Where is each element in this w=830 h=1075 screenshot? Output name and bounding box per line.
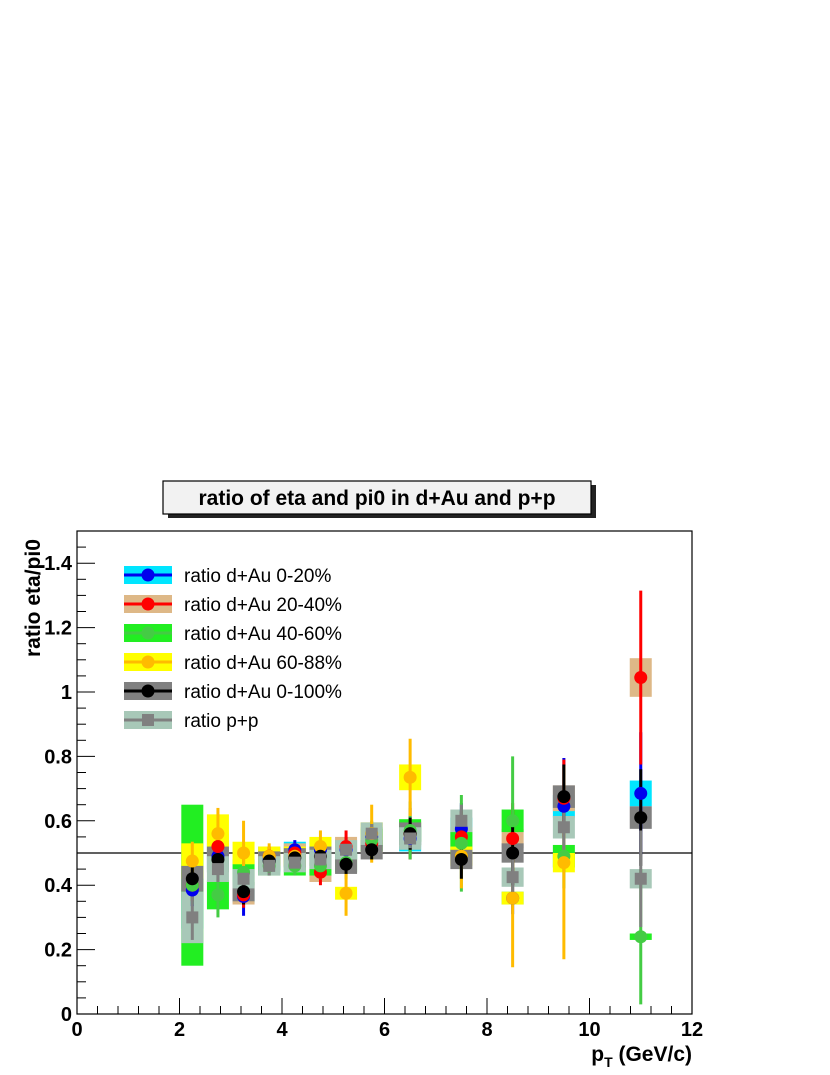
y-tick-label: 0.4 <box>44 875 73 897</box>
data-point <box>634 872 647 885</box>
data-point <box>340 843 353 856</box>
x-tick-label: 6 <box>379 1019 390 1041</box>
y-tick-label: 0 <box>61 1004 72 1026</box>
x-tick-label: 4 <box>276 1019 288 1041</box>
data-point <box>634 811 648 825</box>
data-point <box>506 891 520 905</box>
systematic-bands <box>181 658 652 966</box>
y-tick-label: 1 <box>61 682 72 704</box>
data-point <box>211 863 224 876</box>
legend-marker <box>141 597 155 611</box>
x-tick-label: 12 <box>681 1019 703 1041</box>
data-point <box>211 888 225 902</box>
data-point <box>506 846 520 860</box>
data-point <box>313 840 327 854</box>
data-point <box>557 790 571 804</box>
data-point <box>314 853 327 866</box>
legend: ratio d+Au 0-20% ratio d+Au 20-40% ratio d… <box>124 566 342 732</box>
data-point <box>634 786 648 800</box>
data-point <box>454 852 468 866</box>
x-tick-label: 10 <box>578 1019 600 1041</box>
data-point <box>506 871 519 884</box>
data-point <box>506 832 520 846</box>
data-point <box>237 872 250 885</box>
x-tick-label: 2 <box>174 1019 185 1041</box>
data-point <box>339 857 353 871</box>
data-point <box>506 814 520 828</box>
data-point <box>455 814 468 827</box>
chart-title-box: ratio of eta and pi0 in d+Au and p+p <box>162 480 596 518</box>
data-point <box>211 840 225 854</box>
data-markers <box>185 671 648 944</box>
legend-marker <box>141 626 155 640</box>
legend-marker <box>141 568 155 582</box>
data-point <box>185 872 199 886</box>
legend-marker <box>141 655 155 669</box>
data-point <box>454 836 468 850</box>
legend-label: ratio d+Au 0-20% <box>184 566 331 587</box>
y-tick-labels: 0 0.2 0.4 0.6 0.8 1 1.2 1.4 <box>44 553 73 1026</box>
legend-marker <box>141 684 155 698</box>
data-point <box>263 859 276 872</box>
data-point <box>634 930 648 944</box>
data-point <box>339 886 353 900</box>
legend-label: ratio d+Au 0-100% <box>184 682 342 703</box>
data-point <box>557 856 571 870</box>
title-box-frame <box>162 480 592 515</box>
legend-label: ratio d+Au 60-88% <box>184 653 342 674</box>
y-tick-label: 1.2 <box>44 618 72 640</box>
data-point <box>211 827 225 841</box>
x-tick-labels: 0 2 4 6 8 10 12 <box>71 1019 703 1041</box>
y-tick-label: 0.8 <box>44 746 72 768</box>
data-point <box>211 852 225 866</box>
x-tick-label: 8 <box>481 1019 492 1041</box>
x-tick-label: 0 <box>71 1019 82 1041</box>
data-point <box>365 827 378 840</box>
data-point <box>185 854 199 868</box>
x-axis-title-sub: T <box>604 1054 613 1070</box>
legend-marker <box>142 714 154 726</box>
data-point <box>186 911 199 924</box>
data-point <box>237 846 251 860</box>
y-tick-label: 1.4 <box>44 553 73 575</box>
y-tick-label: 0.2 <box>44 940 72 962</box>
legend-label: ratio p+p <box>184 711 258 732</box>
x-axis-title-p: p <box>591 1043 604 1066</box>
data-point <box>288 856 301 869</box>
data-point <box>365 843 379 857</box>
legend-label: ratio d+Au 40-60% <box>184 624 342 645</box>
x-axis-title-unit: (GeV/c) <box>613 1043 692 1066</box>
data-point <box>237 885 251 899</box>
legend-label: ratio d+Au 20-40% <box>184 595 342 616</box>
y-tick-label: 0.6 <box>44 811 72 833</box>
data-point <box>404 832 417 845</box>
y-axis-title: ratio eta/pi0 <box>22 539 45 657</box>
data-point <box>557 821 570 834</box>
data-point <box>634 671 648 685</box>
chart-title: ratio of eta and pi0 in d+Au and p+p <box>198 487 555 510</box>
axis-ticks <box>76 530 693 1015</box>
data-point <box>403 770 417 784</box>
x-axis-title: pT (GeV/c) <box>591 1043 692 1070</box>
